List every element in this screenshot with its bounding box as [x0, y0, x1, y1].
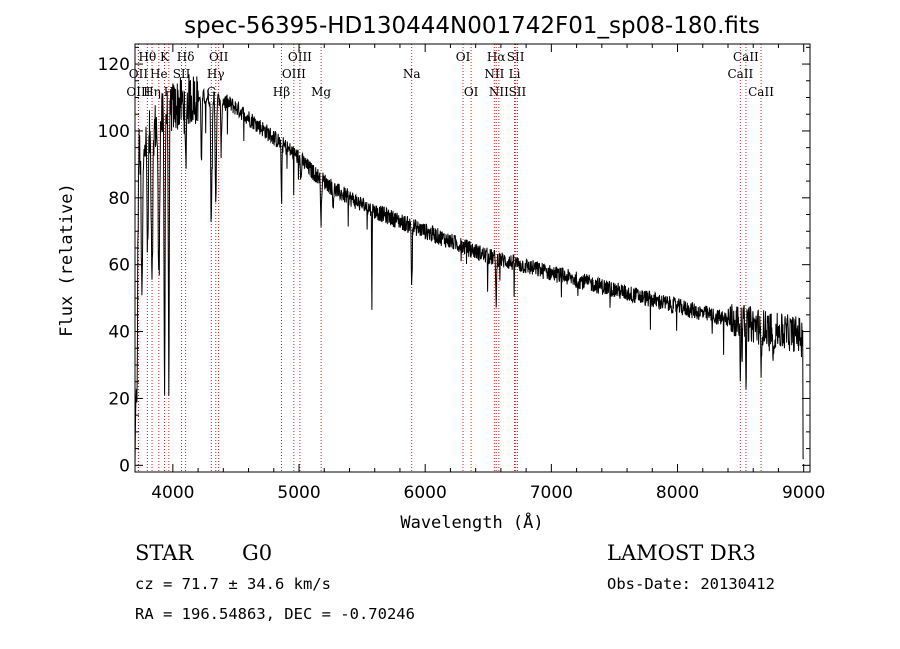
object-subclass: G0 [242, 541, 272, 565]
line-label-15: NII [484, 67, 504, 81]
line-label-12: Hγ [207, 67, 225, 81]
y-tick-label-120: 120 [98, 55, 130, 75]
y-tick-label-100: 100 [98, 122, 130, 142]
y-tick-label-60: 60 [108, 256, 130, 276]
y-tick-label-80: 80 [108, 189, 130, 209]
survey-name: LAMOST DR3 [607, 541, 756, 565]
coordinates-readout: RA = 196.54863, DEC = -0.70246 [135, 605, 415, 623]
y-tick-label-40: 40 [108, 323, 130, 343]
line-label-1: K [160, 50, 170, 64]
line-label-8: CaII [733, 50, 759, 64]
line-label-11: SII [173, 67, 191, 81]
line-label-24: OI [464, 85, 479, 99]
object-class: STAR [135, 541, 194, 565]
line-label-17: CaII [727, 67, 753, 81]
line-label-5: OI [456, 50, 471, 64]
line-label-23: Mg [311, 85, 331, 99]
x-tick-label-5000: 5000 [277, 483, 320, 503]
x-tick-label-8000: 8000 [656, 483, 699, 503]
line-label-3: OII [209, 50, 229, 64]
axis-ticks: 4000 5000 6000 7000 8000 9000 0 20 40 60 80 100 120 [98, 44, 825, 503]
line-label-16: Li [509, 67, 521, 81]
x-tick-label-7000: 7000 [530, 483, 573, 503]
flux-series-line [134, 74, 804, 466]
line-label-7: SII [507, 50, 525, 64]
x-tick-label-9000: 9000 [782, 483, 825, 503]
line-label-21: G [207, 85, 217, 99]
chart-title: spec-56395-HD130444N001742F01_sp08-180.f… [184, 13, 760, 39]
line-label-14: Na [403, 67, 421, 81]
y-axis-label: Flux (relative) [57, 183, 77, 337]
line-label-4: OIII [288, 50, 312, 64]
line-label-6: Hα [487, 50, 506, 64]
x-tick-label-4000: 4000 [151, 483, 194, 503]
line-label-18: OIII [126, 85, 150, 99]
line-label-10: He [150, 67, 168, 81]
line-label-26: SII [509, 85, 527, 99]
obs-date: Obs-Date: 20130412 [607, 575, 775, 593]
y-tick-label-20: 20 [108, 389, 130, 409]
y-tick-label-0: 0 [119, 456, 130, 476]
x-tick-label-6000: 6000 [404, 483, 447, 503]
line-label-13: OIII [282, 67, 306, 81]
line-label-22: Hβ [273, 85, 290, 99]
x-axis-label: Wavelength (Å) [400, 511, 543, 533]
line-label-20: H [164, 85, 174, 99]
plot-frame [134, 43, 811, 473]
redshift-readout: cz = 71.7 ± 34.6 km/s [135, 575, 331, 593]
line-label-0: Hθ [139, 50, 157, 64]
line-label-19: Hη [143, 85, 161, 99]
line-label-25: NII [489, 85, 509, 99]
line-label-27: CaII [748, 85, 774, 99]
line-label-2: Hδ [177, 50, 195, 64]
